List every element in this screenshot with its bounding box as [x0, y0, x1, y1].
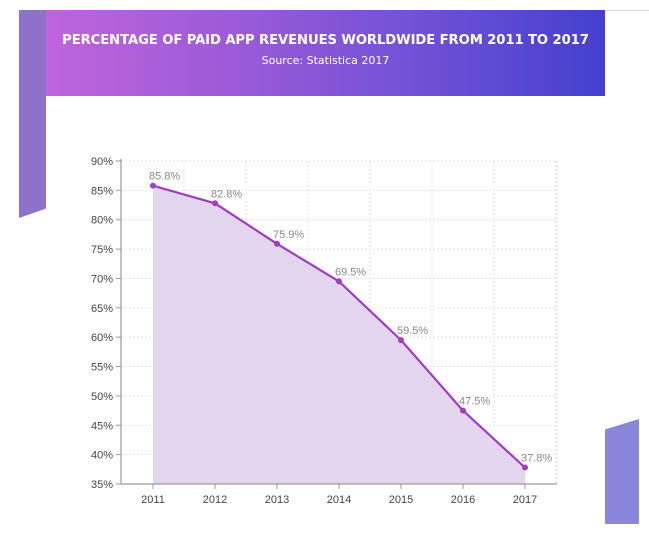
y-tick-label: 45% — [91, 420, 113, 432]
chart-header-banner: PERCENTAGE OF PAID APP REVENUES WORLDWID… — [46, 10, 605, 96]
x-tick-label: 2016 — [451, 494, 475, 506]
data-point — [460, 407, 466, 414]
x-tick-label: 2011 — [141, 494, 165, 506]
data-point — [398, 337, 404, 344]
y-tick-label: 65% — [91, 303, 113, 315]
data-labels: 85.8% 82.8% 75.9% 69.5% 59.5% 47.5% 37.8% — [149, 171, 552, 465]
decorative-ribbon-left — [19, 10, 46, 218]
y-tick-label: 60% — [91, 332, 113, 344]
decorative-ribbon-right — [605, 419, 639, 524]
x-tick-label: 2014 — [327, 494, 351, 506]
data-label: 85.8% — [149, 171, 180, 183]
x-tick-label: 2015 — [389, 494, 413, 506]
data-label: 75.9% — [273, 229, 304, 241]
x-tick-label: 2013 — [265, 494, 289, 506]
y-tick-label: 85% — [91, 185, 113, 197]
data-label: 59.5% — [397, 325, 428, 337]
data-point — [274, 240, 280, 247]
y-tick-label: 70% — [91, 273, 113, 285]
data-point — [336, 278, 342, 285]
y-tick-label: 40% — [91, 450, 113, 462]
area-fill — [153, 185, 525, 484]
data-label: 37.8% — [521, 453, 552, 465]
chart-source: Source: Statistica 2017 — [261, 54, 390, 67]
y-axis-ticks: 35% 40% 45% 50% 55% 60% 65% 70% 75% 80% 85% 90% — [91, 156, 121, 491]
x-axis-ticks: 2011 2012 2013 2014 2015 2016 2017 — [141, 484, 537, 506]
y-tick-label: 35% — [91, 479, 113, 491]
y-tick-label: 90% — [91, 156, 113, 168]
area-fill-group — [153, 185, 525, 484]
y-tick-label: 75% — [91, 244, 113, 256]
data-label: 82.8% — [211, 188, 242, 200]
data-point — [150, 182, 156, 189]
top-divider — [605, 10, 649, 11]
data-label: 69.5% — [335, 266, 366, 278]
y-tick-label: 50% — [91, 391, 113, 403]
data-point — [522, 464, 528, 471]
y-tick-label: 80% — [91, 215, 113, 227]
series-line-group — [150, 182, 528, 471]
data-point — [212, 200, 218, 207]
x-tick-label: 2012 — [203, 494, 227, 506]
data-label: 47.5% — [459, 396, 490, 408]
y-tick-label: 55% — [91, 362, 113, 374]
x-tick-label: 2017 — [513, 494, 537, 506]
chart-title: PERCENTAGE OF PAID APP REVENUES WORLDWID… — [62, 33, 589, 48]
